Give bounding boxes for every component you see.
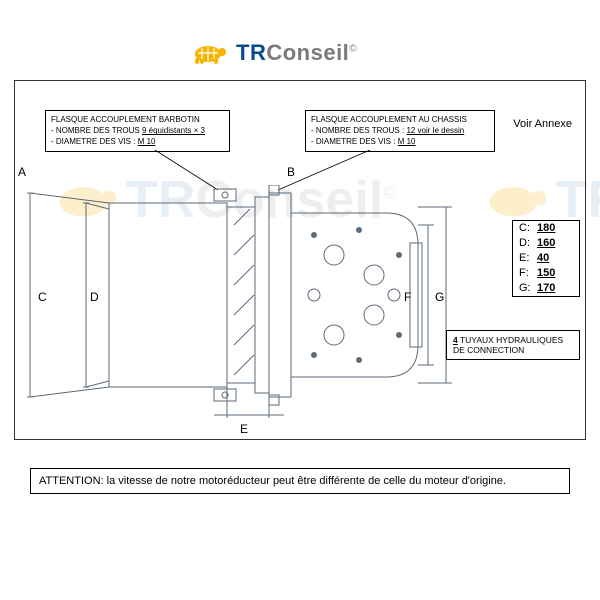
dim-label-e: E [240, 422, 248, 436]
dim-label-c: C [38, 290, 47, 304]
dim-label-f: F [404, 290, 411, 304]
table-row: G:170 [513, 281, 579, 296]
dim-label-g: G [435, 290, 444, 304]
dimension-table: C:180 D:160 E:40 F:150 G:170 [512, 220, 580, 297]
dim-label-d: D [90, 290, 99, 304]
table-row: E:40 [513, 251, 579, 266]
warning-text: ATTENTION: la vitesse de notre motoréduc… [39, 475, 506, 487]
table-row: C:180 [513, 221, 579, 236]
table-row: F:150 [513, 266, 579, 281]
hydraulic-note: 4 TUYAUX HYDRAULIQUES DE CONNECTION [446, 330, 580, 360]
warning-box: ATTENTION: la vitesse de notre motoréduc… [30, 468, 570, 494]
motor-drawing [14, 185, 586, 440]
table-row: D:160 [513, 236, 579, 251]
